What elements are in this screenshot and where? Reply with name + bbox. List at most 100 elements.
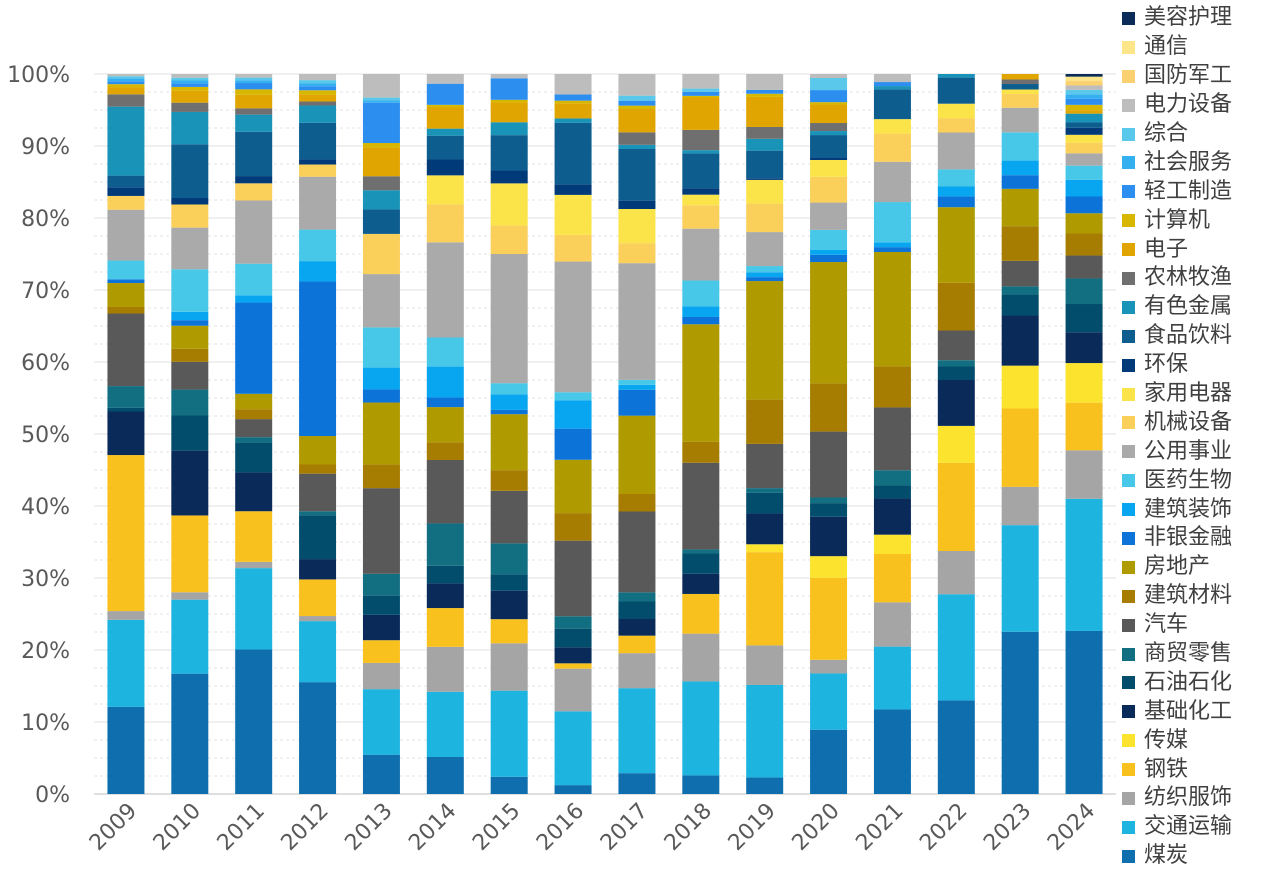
bar-segment bbox=[490, 470, 528, 491]
bar-segment bbox=[810, 497, 848, 504]
legend-label: 社会服务 bbox=[1144, 149, 1233, 175]
bar-segment bbox=[937, 594, 975, 701]
legend-item: 建筑材料 bbox=[1122, 582, 1269, 611]
bar-segment bbox=[746, 150, 784, 179]
bar-segment bbox=[1065, 402, 1103, 451]
bar-segment bbox=[299, 473, 337, 512]
bar-segment bbox=[235, 80, 273, 84]
bar-segment bbox=[937, 282, 975, 331]
bar-segment bbox=[171, 204, 209, 228]
bar-segment bbox=[618, 209, 656, 244]
bar-segment bbox=[362, 573, 400, 596]
bar-segment bbox=[746, 74, 784, 90]
bar-segment bbox=[426, 337, 464, 367]
bar-segment bbox=[618, 592, 656, 602]
bar-segment bbox=[107, 455, 145, 612]
bar-segment bbox=[171, 77, 209, 81]
bar-segment bbox=[299, 83, 337, 87]
bar-segment bbox=[1001, 188, 1039, 227]
bar-segment bbox=[299, 436, 337, 465]
bar-segment bbox=[362, 147, 400, 177]
bar-segment bbox=[618, 494, 656, 512]
bar-segment bbox=[490, 170, 528, 184]
x-tick-label: 2015 bbox=[468, 799, 525, 856]
bar-segment bbox=[171, 86, 209, 91]
bar-segment bbox=[235, 409, 273, 420]
bar-segment bbox=[107, 74, 145, 77]
legend-item: 纺织服饰 bbox=[1122, 784, 1269, 813]
bar-segment bbox=[1001, 226, 1039, 261]
bar-segment bbox=[235, 561, 273, 569]
bar-segment bbox=[171, 269, 209, 312]
legend-swatch bbox=[1122, 474, 1135, 488]
bar-segment bbox=[682, 74, 720, 89]
legend-item: 电子 bbox=[1122, 235, 1269, 264]
bar-segment bbox=[235, 437, 273, 443]
legend-swatch bbox=[1122, 647, 1135, 661]
bar-segment bbox=[490, 254, 528, 384]
bar-segment bbox=[426, 204, 464, 243]
bar-segment bbox=[746, 126, 784, 139]
bar-segment bbox=[618, 511, 656, 593]
bar-segment bbox=[171, 227, 209, 270]
bar-segment bbox=[746, 232, 784, 267]
bar-segment bbox=[618, 415, 656, 494]
legend-swatch bbox=[1122, 589, 1135, 603]
legend-item: 社会服务 bbox=[1122, 148, 1269, 177]
legend-swatch bbox=[1122, 358, 1135, 372]
legend-swatch bbox=[1122, 618, 1135, 632]
bar-segment bbox=[810, 131, 848, 136]
bar-segment bbox=[1065, 179, 1103, 197]
legend-item: 计算机 bbox=[1122, 206, 1269, 235]
bar-segment bbox=[554, 616, 592, 629]
legend-label: 通信 bbox=[1144, 34, 1189, 60]
bar-segment bbox=[554, 513, 592, 541]
bar-segment bbox=[810, 104, 848, 124]
bar-segment bbox=[1065, 255, 1103, 279]
bar-segment bbox=[810, 135, 848, 158]
bar-segment bbox=[618, 263, 656, 380]
x-axis: 2009 2010 2011 2012 2013 2014 2015 2016 2017 2018… bbox=[85, 799, 1100, 856]
bar-segment bbox=[362, 662, 400, 690]
legend-item: 汽车 bbox=[1122, 611, 1269, 640]
bar-segment bbox=[1001, 365, 1039, 409]
bar-segment bbox=[746, 266, 784, 273]
legend-label: 传媒 bbox=[1144, 727, 1189, 753]
bar-segment bbox=[299, 515, 337, 560]
bar-segment bbox=[682, 681, 720, 776]
bar-segment bbox=[682, 194, 720, 206]
bar-segment bbox=[171, 361, 209, 390]
bar-segment bbox=[1065, 76, 1103, 82]
bar-segment bbox=[426, 442, 464, 460]
x-tick-label: 2021 bbox=[851, 799, 908, 856]
legend-swatch bbox=[1122, 560, 1135, 574]
bar-segment bbox=[1065, 74, 1103, 77]
bar-segment bbox=[490, 590, 528, 620]
legend-swatch bbox=[1122, 185, 1135, 199]
bar-segment bbox=[107, 619, 145, 707]
bar-segment bbox=[235, 89, 273, 95]
bar-segment bbox=[107, 407, 145, 412]
bar-segment bbox=[554, 122, 592, 185]
bar-segment bbox=[810, 78, 848, 91]
legend-swatch bbox=[1122, 503, 1135, 517]
bar-segment bbox=[937, 366, 975, 380]
legend-label: 计算机 bbox=[1144, 207, 1211, 233]
bar-segment bbox=[235, 94, 273, 109]
bar-segment bbox=[107, 209, 145, 261]
bar-segment bbox=[1065, 85, 1103, 90]
bar-segment bbox=[171, 102, 209, 112]
bar-segment bbox=[937, 103, 975, 119]
x-tick-label: 2024 bbox=[1043, 799, 1100, 856]
bar-segment bbox=[490, 690, 528, 777]
bar-segment bbox=[682, 775, 720, 794]
bar-segment bbox=[362, 754, 400, 794]
bar-segment bbox=[873, 86, 911, 90]
bar-segment bbox=[1065, 142, 1103, 154]
bar-segment bbox=[1065, 196, 1103, 214]
y-tick-label: 40% bbox=[21, 495, 70, 520]
bar-segment bbox=[746, 777, 784, 794]
bar-segment bbox=[235, 302, 273, 394]
bar-segment bbox=[810, 577, 848, 660]
legend-item: 农林牧渔 bbox=[1122, 264, 1269, 293]
